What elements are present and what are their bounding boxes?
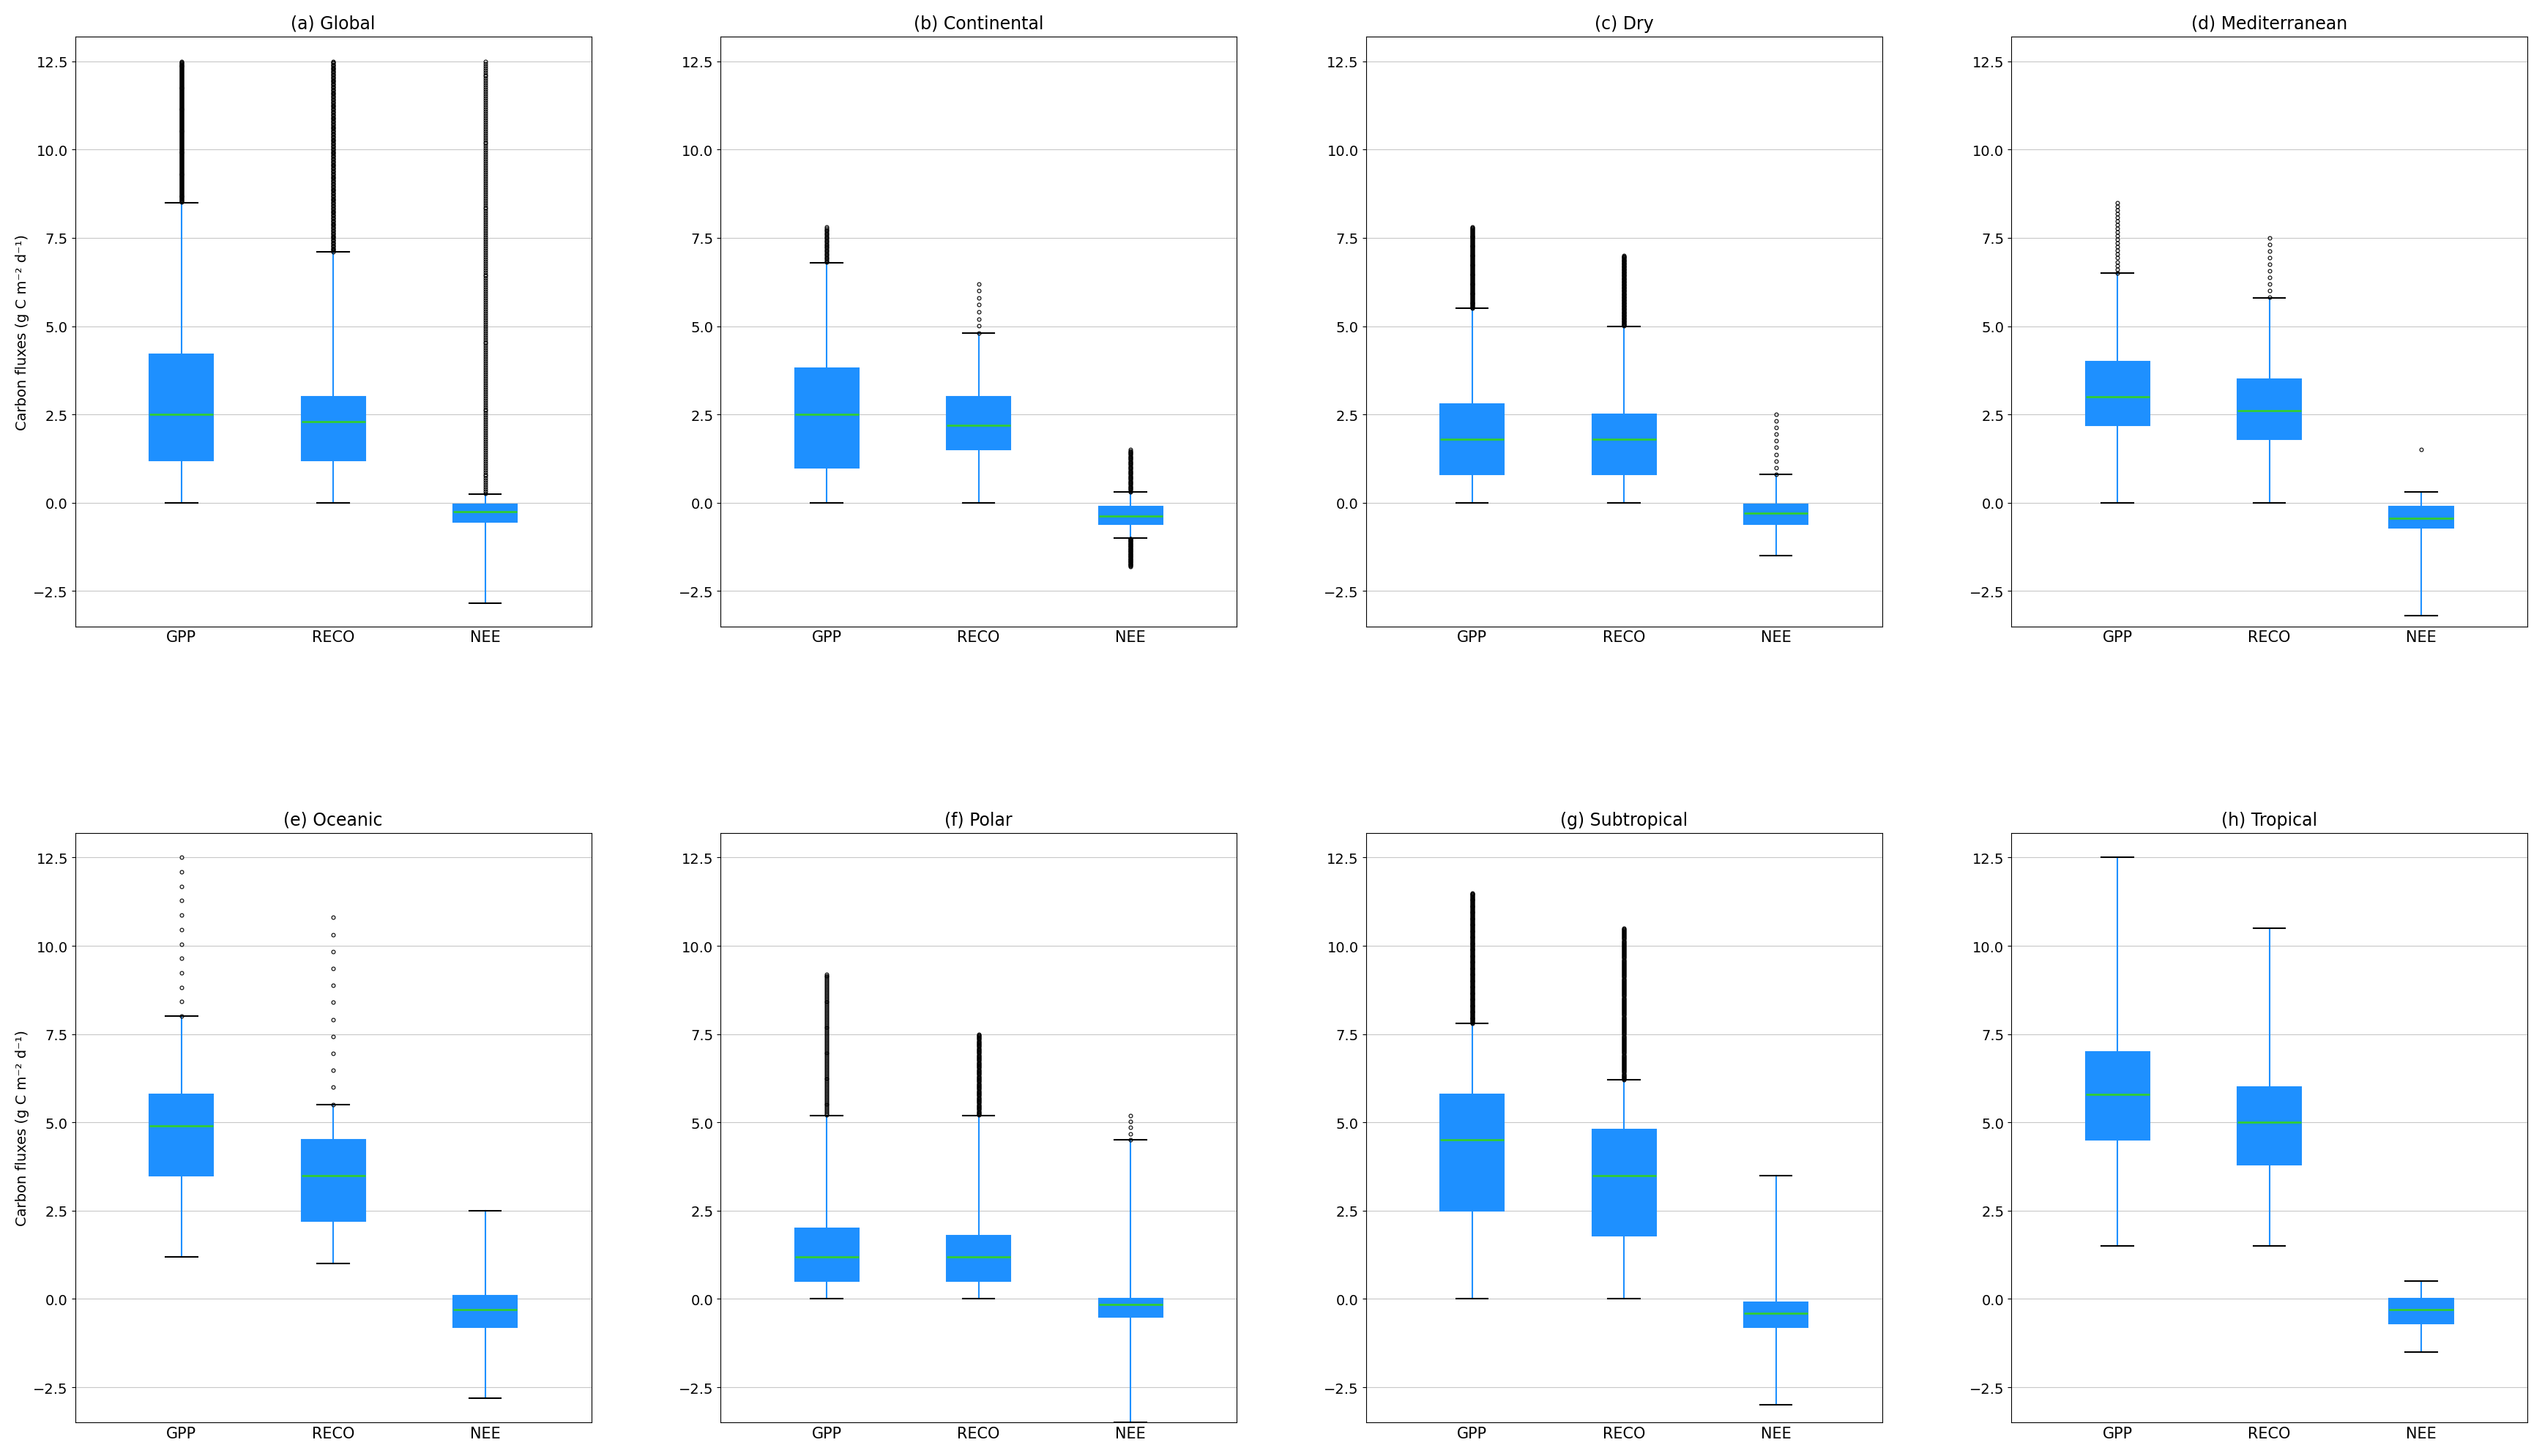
Title: (e) Oceanic: (e) Oceanic xyxy=(285,811,384,828)
Title: (h) Tropical: (h) Tropical xyxy=(2222,811,2316,828)
PathPatch shape xyxy=(2389,507,2453,529)
PathPatch shape xyxy=(452,1296,516,1328)
PathPatch shape xyxy=(150,355,214,462)
PathPatch shape xyxy=(302,1140,366,1222)
PathPatch shape xyxy=(1591,415,1655,475)
PathPatch shape xyxy=(2237,380,2301,440)
PathPatch shape xyxy=(1098,507,1162,524)
PathPatch shape xyxy=(1744,1303,1807,1328)
PathPatch shape xyxy=(796,1229,859,1281)
PathPatch shape xyxy=(452,505,516,523)
PathPatch shape xyxy=(946,1236,1009,1281)
PathPatch shape xyxy=(302,397,366,462)
PathPatch shape xyxy=(150,1095,214,1175)
PathPatch shape xyxy=(946,397,1009,450)
PathPatch shape xyxy=(1744,505,1807,524)
PathPatch shape xyxy=(2237,1088,2301,1165)
Y-axis label: Carbon fluxes (g C m⁻² d⁻¹): Carbon fluxes (g C m⁻² d⁻¹) xyxy=(15,1029,28,1226)
PathPatch shape xyxy=(1591,1130,1655,1236)
PathPatch shape xyxy=(1098,1299,1162,1316)
PathPatch shape xyxy=(1439,1095,1502,1211)
Title: (c) Dry: (c) Dry xyxy=(1594,15,1652,33)
PathPatch shape xyxy=(2389,1299,2453,1324)
Title: (b) Continental: (b) Continental xyxy=(913,15,1042,33)
PathPatch shape xyxy=(2084,363,2148,425)
PathPatch shape xyxy=(1439,405,1502,475)
Title: (a) Global: (a) Global xyxy=(290,15,376,33)
Title: (g) Subtropical: (g) Subtropical xyxy=(1561,811,1688,828)
Title: (d) Mediterranean: (d) Mediterranean xyxy=(2191,15,2346,33)
Title: (f) Polar: (f) Polar xyxy=(946,811,1012,828)
PathPatch shape xyxy=(796,368,859,467)
PathPatch shape xyxy=(2084,1051,2148,1140)
Y-axis label: Carbon fluxes (g C m⁻² d⁻¹): Carbon fluxes (g C m⁻² d⁻¹) xyxy=(15,234,28,430)
